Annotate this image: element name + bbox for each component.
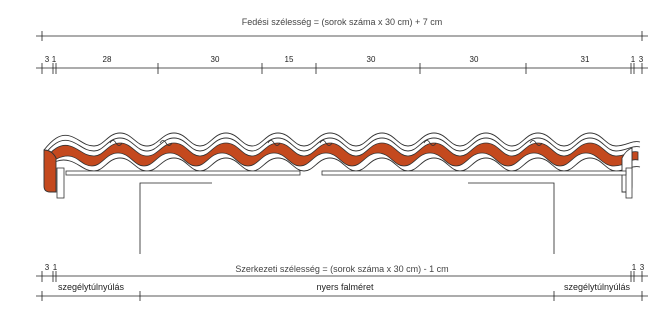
- bottom-dimension: 3 1 1 3 Szerkezeti szélesség = (sorok sz…: [36, 263, 648, 282]
- left-verge-tile: [43, 149, 57, 193]
- bottom-captions: szegélytúlnyúlás nyers falméret szegélyt…: [36, 282, 648, 301]
- top-seg-label-0: 3: [45, 55, 50, 64]
- top-seg-label-4: 15: [285, 55, 294, 64]
- wall-outlines: [139, 182, 555, 254]
- caption-right-overhang: szegélytúlnyúlás: [564, 282, 631, 292]
- tile-clips: [109, 140, 543, 146]
- top-seg-label-6: 30: [470, 55, 479, 64]
- caption-raw-wall-size: nyers falméret: [316, 282, 374, 292]
- right-verge-batten: [625, 167, 633, 199]
- top-overall-dimension: Fedési szélesség = (sorok száma x 30 cm)…: [36, 17, 648, 41]
- bottom-left-label-1: 1: [53, 263, 58, 272]
- top-seg-label-9: 3: [639, 55, 644, 64]
- tile-outline-top: [43, 132, 641, 151]
- tile-outline-mid: [43, 137, 641, 156]
- top-seg-label-1: 1: [52, 55, 57, 64]
- top-seg-label-8: 1: [631, 55, 636, 64]
- right-purlin: [321, 170, 627, 176]
- tile-cross-section: [43, 132, 641, 199]
- left-verge-batten: [56, 167, 65, 199]
- bottom-dimension-ticks: [41, 271, 643, 282]
- top-seg-label-3: 30: [211, 55, 220, 64]
- top-dimension-title: Fedési szélesség = (sorok száma x 30 cm)…: [242, 17, 443, 27]
- left-wall-outline: [139, 182, 212, 254]
- top-segment-dimension: 3 1 28 30 15 30 30 31 1 3: [36, 55, 648, 74]
- bottom-left-label-0: 3: [45, 263, 50, 272]
- top-segment-ticks: [41, 63, 643, 74]
- tile-red-profile: [43, 142, 639, 169]
- bottom-dimension-title: Szerkezeti szélesség = (sorok száma x 30…: [235, 264, 448, 274]
- top-seg-label-5: 30: [367, 55, 376, 64]
- top-seg-label-7: 31: [581, 55, 590, 64]
- left-purlin: [65, 170, 301, 176]
- bottom-right-label-1: 3: [640, 263, 645, 272]
- caption-left-overhang: szegélytúlnyúlás: [58, 282, 125, 292]
- bottom-right-label-0: 1: [632, 263, 637, 272]
- top-seg-label-2: 28: [103, 55, 112, 64]
- right-wall-outline: [468, 182, 555, 254]
